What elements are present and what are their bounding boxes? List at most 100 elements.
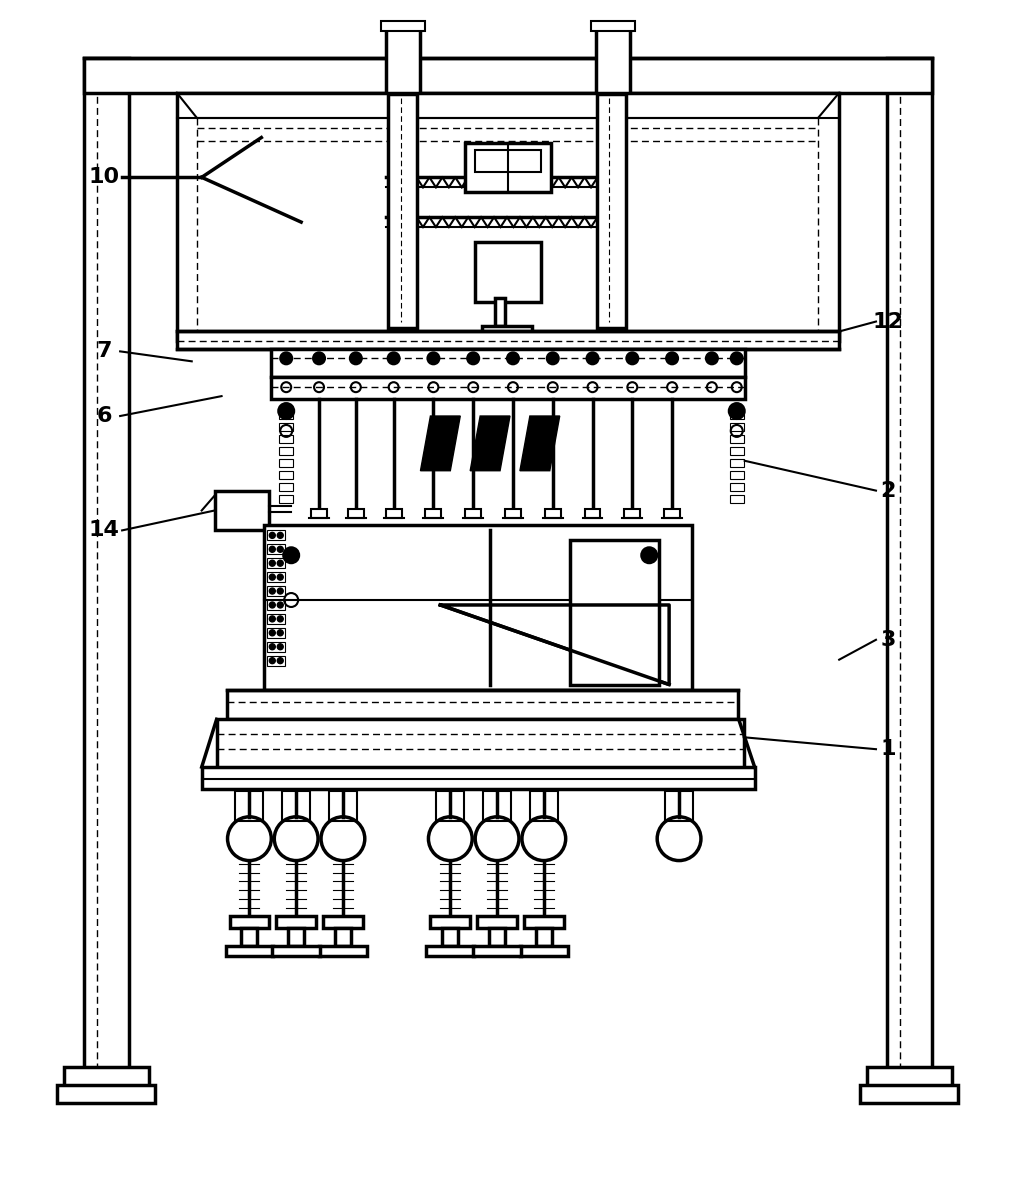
Circle shape	[666, 352, 678, 365]
Bar	[279, 470, 294, 479]
Bar	[861, 1085, 957, 1103]
Bar	[475, 150, 541, 172]
Circle shape	[277, 533, 283, 539]
Bar	[545, 509, 561, 518]
Bar	[276, 917, 316, 929]
Bar	[437, 790, 464, 820]
Circle shape	[277, 630, 283, 636]
Polygon shape	[421, 416, 460, 470]
Circle shape	[277, 546, 283, 552]
Bar	[388, 94, 418, 327]
Bar	[442, 929, 458, 946]
Bar	[479, 339, 535, 355]
Bar	[242, 929, 257, 946]
Bar	[505, 509, 521, 518]
Circle shape	[277, 644, 283, 650]
Bar	[473, 946, 521, 956]
Bar	[426, 509, 441, 518]
Bar	[729, 435, 744, 443]
Bar	[227, 689, 738, 719]
Bar	[267, 656, 285, 665]
Bar	[729, 482, 744, 491]
Bar	[386, 23, 421, 102]
Polygon shape	[440, 605, 670, 685]
Circle shape	[269, 561, 275, 567]
Bar	[386, 509, 401, 518]
Bar	[595, 23, 630, 102]
Circle shape	[467, 352, 480, 365]
Circle shape	[706, 352, 718, 365]
Circle shape	[269, 546, 275, 552]
Bar	[311, 509, 327, 518]
Bar	[177, 332, 839, 349]
Text: 7: 7	[97, 342, 112, 361]
Bar	[729, 470, 744, 479]
Bar	[282, 790, 310, 820]
Bar	[267, 614, 285, 624]
Bar	[279, 423, 294, 431]
Bar	[279, 411, 294, 419]
Bar	[465, 509, 482, 518]
Text: 2: 2	[880, 481, 895, 500]
Bar	[64, 1067, 149, 1090]
Circle shape	[269, 533, 275, 539]
Circle shape	[283, 547, 299, 563]
Bar	[729, 458, 744, 467]
Bar	[590, 22, 635, 31]
Bar	[267, 600, 285, 610]
Text: 6: 6	[97, 407, 112, 426]
Circle shape	[277, 561, 283, 567]
Bar	[267, 544, 285, 555]
Bar	[596, 94, 626, 327]
Circle shape	[547, 352, 559, 365]
Bar	[58, 1085, 155, 1103]
Circle shape	[350, 352, 362, 365]
Bar	[524, 917, 564, 929]
Bar	[323, 917, 363, 929]
Circle shape	[269, 602, 275, 608]
Bar	[267, 531, 285, 540]
Bar	[216, 719, 744, 769]
Circle shape	[731, 352, 743, 365]
Bar	[489, 929, 505, 946]
Circle shape	[269, 658, 275, 664]
Bar	[495, 297, 505, 326]
Bar	[431, 917, 470, 929]
Bar	[214, 491, 269, 531]
Bar	[279, 446, 294, 455]
Circle shape	[280, 352, 293, 365]
Bar	[625, 509, 640, 518]
Polygon shape	[470, 416, 510, 470]
Circle shape	[641, 547, 657, 563]
Circle shape	[428, 352, 439, 365]
Bar	[267, 641, 285, 652]
Circle shape	[269, 644, 275, 650]
Circle shape	[269, 574, 275, 580]
Bar	[335, 929, 351, 946]
Bar	[267, 586, 285, 595]
Bar	[664, 509, 680, 518]
Circle shape	[388, 352, 399, 365]
Bar	[329, 790, 357, 820]
Circle shape	[728, 403, 745, 419]
Polygon shape	[520, 416, 560, 470]
Bar	[535, 929, 552, 946]
Bar	[272, 946, 320, 956]
Bar	[729, 494, 744, 503]
Bar	[271, 378, 745, 399]
Text: 14: 14	[88, 521, 120, 540]
Circle shape	[277, 658, 283, 664]
Bar	[267, 558, 285, 568]
Text: 10: 10	[88, 167, 120, 188]
Bar	[84, 58, 129, 1102]
Bar	[177, 93, 839, 342]
Bar	[267, 628, 285, 638]
Circle shape	[586, 352, 598, 365]
Bar	[570, 540, 659, 685]
Circle shape	[277, 602, 283, 608]
Bar	[867, 1067, 952, 1090]
Circle shape	[269, 630, 275, 636]
Bar	[729, 423, 744, 431]
Bar	[665, 790, 693, 820]
Bar	[264, 526, 692, 689]
